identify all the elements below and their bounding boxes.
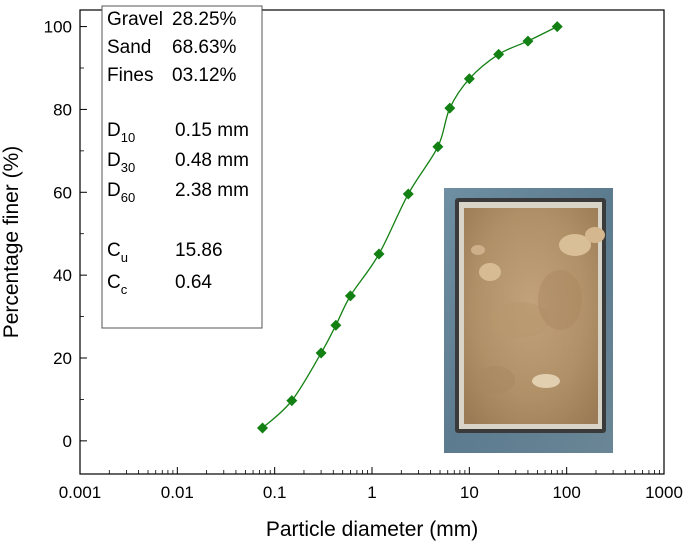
y-tick-label: 40 [53, 266, 72, 285]
y-tick-label: 0 [63, 432, 72, 451]
annotation-label: D10 [107, 120, 135, 145]
data-point [257, 422, 269, 434]
x-tick-label: 0.1 [263, 483, 287, 502]
x-tick-label: 0.01 [161, 483, 194, 502]
data-point [444, 102, 456, 114]
x-tick-label: 1 [367, 483, 376, 502]
y-tick-label: 100 [44, 18, 72, 37]
annotation-value: 28.25% [172, 9, 237, 30]
x-axis-title: Particle diameter (mm) [266, 518, 478, 541]
annotation-label: D30 [107, 150, 135, 175]
data-point [463, 73, 475, 85]
data-point [315, 347, 327, 359]
annotation-label: Cc [107, 272, 128, 297]
x-tick-label: 10 [460, 483, 479, 502]
data-point [286, 395, 298, 407]
annotation-value: 03.12% [172, 65, 237, 86]
y-tick-label: 60 [53, 183, 72, 202]
x-tick-label: 0.001 [59, 483, 102, 502]
data-point [432, 141, 444, 153]
annotation-label: Gravel [107, 9, 163, 30]
annotation-label: Sand [107, 37, 151, 58]
data-point [402, 188, 414, 200]
annotation-value: 15.86 [175, 240, 223, 261]
data-point [373, 248, 385, 260]
y-axis-title: Percentage finer (%) [0, 146, 23, 339]
annotation-box: Gravel 28.25% Sand 68.63% Fines 03.12% D10 0.15… [101, 5, 263, 329]
x-tick-label: 1000 [645, 483, 683, 502]
sand-sample-photo [444, 188, 613, 453]
y-tick-label: 80 [53, 100, 72, 119]
annotation-value: 68.63% [172, 37, 237, 58]
data-point [344, 290, 356, 302]
annotation-label: Cu [107, 240, 128, 265]
annotation-value: 2.38 mm [175, 180, 249, 201]
annotation-box-frame [101, 5, 263, 329]
series-layer [257, 21, 563, 434]
data-point [330, 319, 342, 331]
axes: 0.001 0.01 0.1 1 10 100 1000 0 20 40 60 80 100 [44, 18, 683, 502]
annotation-value: 0.48 mm [175, 150, 249, 171]
annotation-value: 0.15 mm [175, 120, 249, 141]
x-tick-label: 100 [552, 483, 580, 502]
y-tick-label: 20 [53, 349, 72, 368]
annotation-value: 0.64 [175, 272, 212, 293]
data-point [522, 35, 534, 47]
data-point [551, 21, 563, 33]
data-point [493, 48, 505, 60]
annotation-label: D60 [107, 180, 135, 205]
annotation-label: Fines [107, 65, 153, 86]
